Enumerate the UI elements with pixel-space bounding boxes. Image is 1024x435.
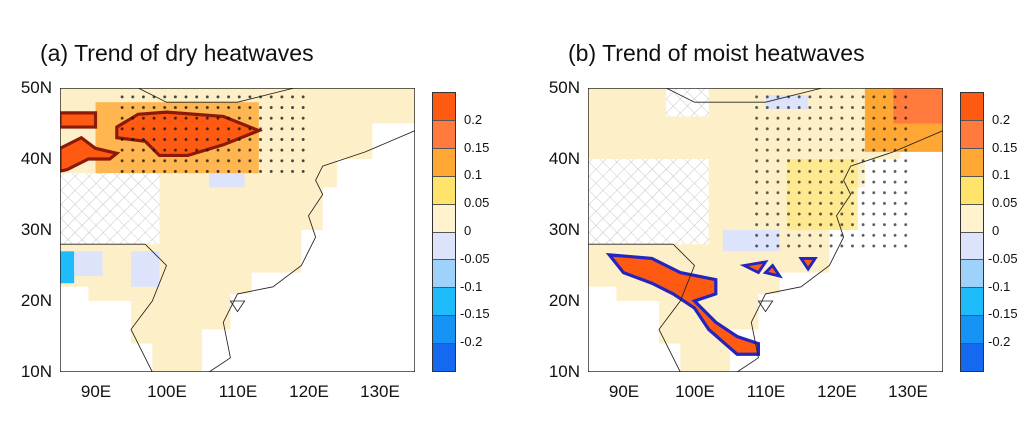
missing-data-hatch [60, 173, 160, 245]
colorbar-swatch [961, 260, 983, 289]
lon-label: 130E [888, 382, 928, 401]
colorbar-label: 0.2 [992, 111, 1011, 127]
coastline [588, 88, 943, 372]
colorbar-swatch [433, 148, 455, 177]
colorbar-label: -0.15 [460, 306, 490, 322]
lat-label: 10N [548, 362, 580, 381]
colorbar-a [432, 92, 456, 372]
colorbar-swatch [961, 316, 983, 345]
colorbar-swatch [961, 344, 983, 372]
panel-a-map [60, 88, 415, 372]
lon-label: 120E [289, 382, 329, 401]
colorbar-label: 0 [464, 223, 472, 238]
colorbar-swatch [961, 93, 983, 121]
lat-label: 40N [20, 149, 52, 168]
lat-label: 30N [20, 220, 52, 239]
panel-b-title: (b) Trend of moist heatwaves [568, 40, 865, 66]
colorbar-swatch [433, 120, 455, 149]
colorbar-swatch [961, 232, 983, 261]
colorbar-swatch [433, 260, 455, 289]
lon-label: 130E [360, 382, 400, 401]
colorbar-b [960, 92, 984, 372]
lon-label: 90E [608, 382, 640, 401]
colorbar-swatch [433, 316, 455, 345]
significant-region [605, 252, 760, 356]
colorbar-label: 0.2 [464, 111, 483, 127]
colorbar-label: -0.1 [988, 278, 1011, 294]
colorbar-label: 0.15 [464, 139, 490, 155]
colorbar-label: -0.05 [988, 250, 1018, 266]
colorbar-swatch [961, 176, 983, 205]
colorbar-swatch [433, 288, 455, 317]
colorbar-label: 0.05 [992, 195, 1018, 211]
colorbar-swatch [433, 232, 455, 261]
colorbar-swatch [961, 148, 983, 177]
lat-label: 30N [548, 220, 580, 239]
lon-label: 110E [218, 382, 258, 401]
colorbar-swatch [961, 204, 983, 233]
lat-label: 10N [20, 362, 52, 381]
colorbar-swatch [961, 120, 983, 149]
colorbar-label: 0.1 [464, 167, 483, 183]
lat-label: 20N [20, 291, 52, 310]
colorbar-label: -0.05 [460, 250, 490, 266]
significant-region [739, 256, 818, 279]
colorbar-swatch [433, 204, 455, 233]
lat-label: 40N [548, 149, 580, 168]
colorbar-label: -0.15 [988, 306, 1018, 322]
colorbar-label: 0.15 [992, 139, 1018, 155]
colorbar-label: -0.2 [460, 334, 483, 350]
colorbar-swatch [433, 93, 455, 121]
colorbar-label: 0.1 [992, 167, 1011, 183]
significant-region-1 [60, 111, 98, 129]
panel-b-map [588, 88, 943, 372]
missing-data-hatch [588, 159, 709, 245]
colorbar-label: 0 [992, 223, 1000, 238]
lat-label: 50N [20, 78, 52, 97]
colorbar-label: -0.2 [988, 334, 1011, 350]
lon-label: 120E [817, 382, 857, 401]
lat-label: 20N [548, 291, 580, 310]
lon-label: 90E [80, 382, 112, 401]
lon-label: 100E [675, 382, 715, 401]
panel-a-title: (a) Trend of dry heatwaves [40, 40, 314, 66]
colorbar-label: 0.05 [464, 195, 490, 211]
coastline [60, 88, 415, 372]
colorbar-swatch [433, 344, 455, 372]
colorbar-swatch [961, 288, 983, 317]
colorbar-label: -0.1 [460, 278, 483, 294]
lat-label: 50N [548, 78, 580, 97]
lon-label: 110E [746, 382, 786, 401]
colorbar-swatch [433, 176, 455, 205]
lon-label: 100E [147, 382, 187, 401]
